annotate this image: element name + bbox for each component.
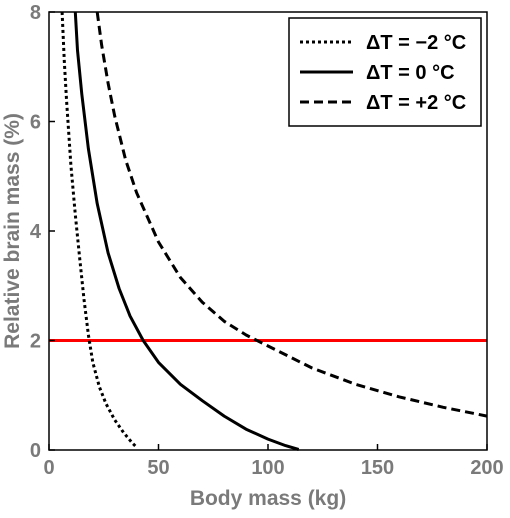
- x-tick-label: 0: [43, 457, 54, 479]
- legend-label-zero: ΔT = 0 °C: [366, 62, 455, 84]
- y-tick-label: 0: [30, 440, 41, 462]
- y-axis-label: Relative brain mass (%): [1, 113, 24, 349]
- y-tick-label: 8: [30, 2, 41, 24]
- series-layer: [60, 11, 488, 451]
- legend: ΔT = −2 °C ΔT = 0 °C ΔT = +2 °C: [288, 17, 482, 127]
- y-tick-label: 6: [30, 112, 41, 134]
- y-tick-label: 4: [30, 221, 42, 243]
- x-tick-label: 200: [470, 457, 503, 479]
- legend-label-plus2: ΔT = +2 °C: [366, 92, 466, 114]
- x-axis-label: Body mass (kg): [190, 487, 346, 510]
- x-tick-label: 100: [251, 457, 284, 479]
- series-line-zero: [73, 11, 300, 451]
- legend-label-minus2: ΔT = −2 °C: [366, 32, 466, 54]
- series-line-minus2: [60, 11, 138, 449]
- series-line-plus2: [95, 11, 488, 418]
- x-tick-label: 150: [361, 457, 394, 479]
- x-tick-label: 50: [147, 457, 169, 479]
- y-tick-label: 2: [30, 331, 41, 353]
- ticks-layer: 0 50 100 150 200 0 2 4 6 8: [30, 2, 504, 479]
